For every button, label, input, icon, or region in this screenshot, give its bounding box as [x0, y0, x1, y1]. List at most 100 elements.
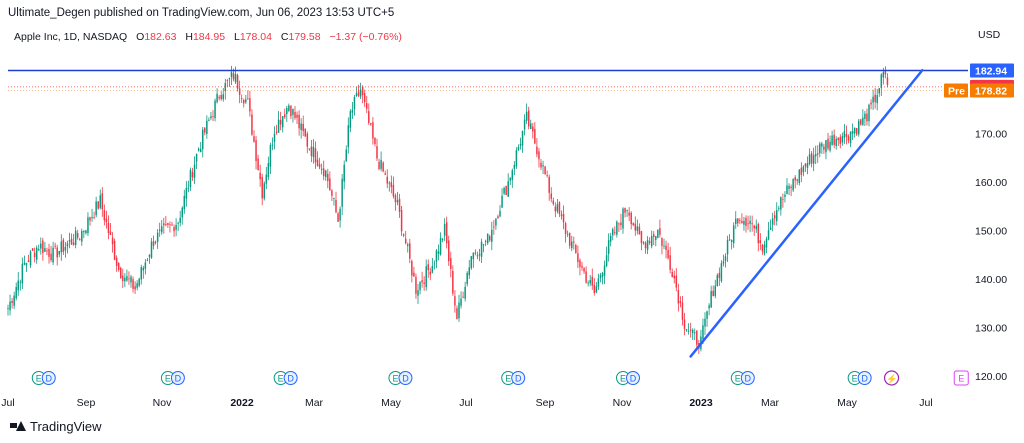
- candle: [812, 147, 815, 172]
- candle: [835, 136, 837, 150]
- candle-body: [388, 182, 391, 184]
- candle-body: [281, 116, 284, 128]
- candle: [515, 147, 518, 169]
- footer-brand: TradingView: [10, 419, 102, 434]
- candle: [87, 212, 89, 236]
- candle-body: [628, 212, 630, 216]
- candle: [445, 216, 448, 249]
- x-tick-label: Nov: [153, 397, 172, 409]
- candle: [503, 186, 505, 195]
- candle-body: [589, 280, 591, 284]
- candle-body: [835, 139, 837, 146]
- candle-body: [38, 249, 40, 251]
- candle-body: [659, 228, 661, 235]
- candle-body: [511, 170, 514, 180]
- candle-body: [158, 229, 161, 231]
- candle-body: [390, 182, 393, 188]
- candle: [341, 173, 343, 216]
- candle-body: [728, 239, 731, 241]
- candle: [345, 145, 347, 162]
- candle-body: [466, 272, 468, 285]
- candle-body: [148, 254, 151, 257]
- candle-body: [199, 148, 202, 153]
- candle-body: [638, 226, 641, 235]
- candle: [304, 128, 306, 137]
- candle: [732, 222, 735, 248]
- candle-body: [689, 329, 692, 331]
- candle: [661, 237, 663, 255]
- candle: [117, 262, 120, 272]
- earnings-icon-label: E: [278, 374, 284, 384]
- candle: [126, 269, 128, 282]
- dividend-icon-label: D: [861, 374, 868, 384]
- candle-body: [593, 284, 596, 293]
- candle: [743, 217, 745, 231]
- candle: [769, 219, 772, 230]
- candle: [710, 285, 712, 308]
- candle-body: [89, 217, 91, 221]
- candle-body: [853, 127, 856, 134]
- candle: [175, 218, 177, 237]
- candle-body: [778, 208, 780, 210]
- candle: [394, 193, 397, 211]
- candle-body: [185, 187, 188, 199]
- candle: [556, 199, 559, 214]
- candle-body: [780, 197, 782, 210]
- candle-body: [710, 291, 712, 308]
- candle: [7, 304, 9, 316]
- candle: [605, 246, 608, 268]
- candle-body: [70, 238, 73, 245]
- candle-body: [771, 218, 774, 225]
- candle-body: [513, 164, 516, 169]
- candle: [696, 330, 698, 348]
- candle-body: [458, 302, 460, 319]
- candle-body: [404, 238, 407, 244]
- candle-body: [425, 266, 427, 288]
- candle-body: [845, 133, 848, 137]
- candle-body: [181, 207, 183, 218]
- candle: [327, 168, 329, 189]
- candle: [739, 218, 741, 225]
- candle: [189, 167, 192, 191]
- candle: [831, 130, 833, 146]
- candle: [626, 209, 628, 217]
- candle-body: [562, 213, 565, 223]
- candle-body: [632, 223, 634, 226]
- candle-body: [66, 243, 69, 247]
- price-label: 182.94: [970, 63, 1014, 78]
- candle: [439, 232, 442, 256]
- candle: [589, 275, 591, 287]
- candle-body: [294, 111, 296, 118]
- candle: [872, 89, 874, 110]
- candle-body: [556, 204, 559, 212]
- candle-body: [402, 234, 405, 236]
- candle-body: [394, 195, 397, 203]
- candle: [142, 265, 145, 279]
- candle-body: [761, 244, 764, 252]
- candle-body: [548, 176, 550, 193]
- candle: [9, 294, 11, 316]
- candle-body: [564, 223, 567, 234]
- candle: [435, 249, 438, 269]
- candle-body: [489, 236, 491, 241]
- candle-body: [183, 195, 186, 210]
- close-value: 179.58: [288, 31, 321, 43]
- publisher-line: Ultimate_Degen published on TradingView.…: [8, 7, 395, 19]
- candle-body: [255, 140, 257, 162]
- candle-body: [681, 302, 684, 320]
- candle: [470, 256, 473, 270]
- candle-body: [249, 98, 251, 112]
- candle: [458, 294, 460, 322]
- candle-body: [214, 100, 216, 119]
- candle: [495, 218, 497, 230]
- candle: [58, 250, 60, 258]
- candle: [132, 276, 134, 293]
- symbol-legend: Apple Inc, 1D, NASDAQ O182.63 H184.95 L1…: [14, 31, 402, 43]
- candle-body: [798, 169, 801, 184]
- candle: [571, 235, 573, 252]
- candle-body: [808, 154, 811, 164]
- x-tick-label: Sep: [536, 397, 555, 409]
- candle-body: [48, 248, 50, 257]
